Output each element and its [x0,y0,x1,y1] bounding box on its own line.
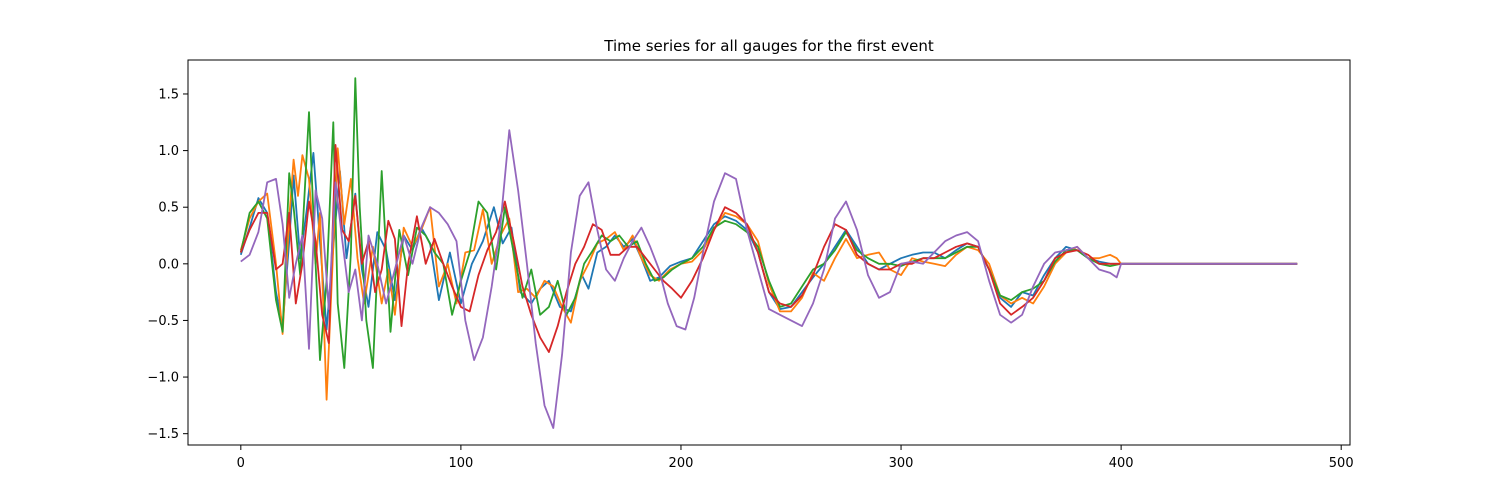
y-tick-label: −1.0 [147,371,179,386]
y-tick-label: −0.5 [147,314,179,329]
chart-title: Time series for all gauges for the first… [603,37,934,55]
plot-area [187,59,1351,446]
x-tick-label: 100 [448,456,473,471]
series-layer [239,77,1298,429]
x-tick-label: 200 [669,456,694,471]
x-tick-label: 400 [1109,456,1134,471]
series-line-4 [239,143,1298,354]
y-tick-label: 1.0 [158,144,179,159]
x-axis: 0 100 200 300 400 500 [237,445,1354,471]
y-tick-label: 0.0 [158,257,179,272]
x-tick-label: 500 [1329,456,1354,471]
x-tick-label: 300 [889,456,914,471]
series-line-5 [240,129,1298,429]
series-line-3 [239,77,1298,369]
y-axis: −1.5 −1.0 −0.5 0.0 0.5 1.0 1.5 [147,87,188,442]
x-tick-label: 0 [237,456,245,471]
y-tick-label: −1.5 [147,427,179,442]
series-line-2 [239,147,1298,401]
y-tick-label: 1.5 [158,87,179,102]
y-tick-label: 0.5 [158,201,179,216]
